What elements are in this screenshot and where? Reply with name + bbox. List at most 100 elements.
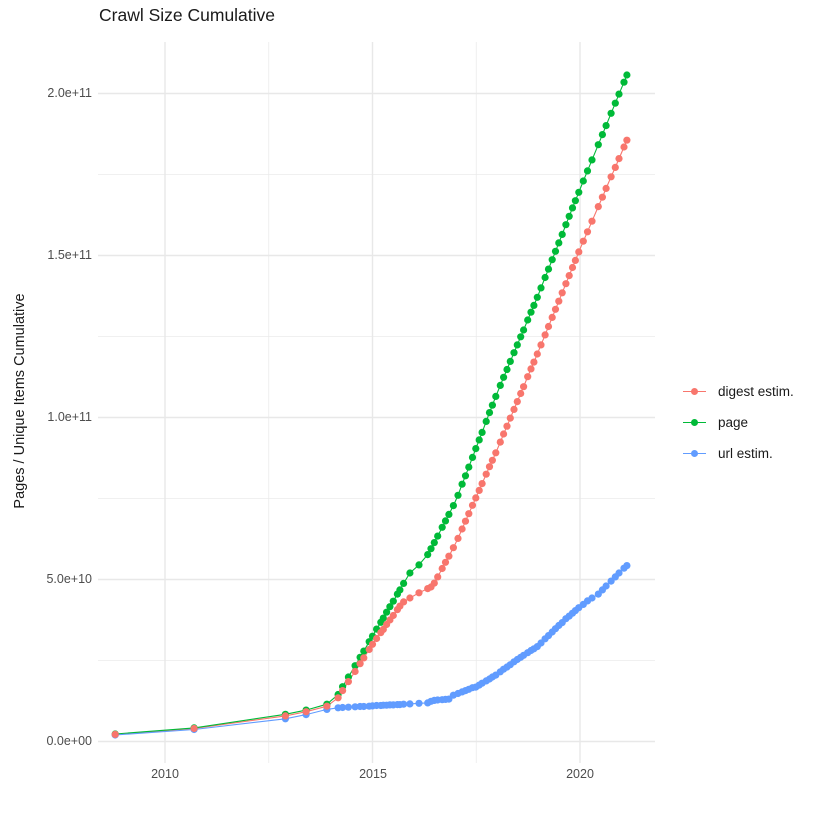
data-point — [396, 586, 404, 594]
data-point — [602, 122, 610, 130]
data-point — [527, 365, 535, 373]
data-point — [461, 472, 470, 480]
data-point — [389, 597, 397, 605]
data-point — [475, 486, 483, 494]
data-point — [458, 525, 466, 533]
data-point — [615, 90, 623, 98]
data-point — [400, 579, 408, 588]
data-point — [510, 349, 518, 357]
data-point — [434, 532, 442, 540]
data-point — [623, 136, 631, 144]
data-point — [472, 494, 480, 502]
data-point — [438, 564, 446, 573]
data-point — [598, 193, 607, 201]
y-tick-label-0: 0.0e+00 — [46, 734, 92, 748]
data-point — [506, 357, 514, 365]
legend-dot-icon — [690, 449, 699, 458]
data-point — [615, 569, 623, 577]
data-point — [468, 501, 477, 509]
legend: digest estim. page url estim. — [683, 376, 794, 469]
y-tick-label-1: 5.0e+10 — [46, 572, 92, 586]
data-point — [620, 78, 628, 86]
data-point — [517, 389, 525, 398]
data-point — [368, 640, 377, 648]
data-point — [445, 510, 453, 518]
data-point — [548, 256, 556, 264]
data-point — [478, 480, 486, 488]
data-point — [461, 517, 470, 525]
data-point — [379, 614, 387, 622]
data-point — [623, 562, 631, 570]
data-point — [517, 333, 525, 341]
data-point — [620, 143, 628, 151]
data-point — [602, 582, 610, 590]
data-point — [488, 401, 496, 409]
data-point — [598, 131, 607, 139]
data-point — [533, 293, 541, 301]
data-point — [302, 708, 310, 716]
data-point — [454, 534, 462, 543]
data-point — [568, 263, 577, 272]
data-point — [445, 552, 453, 560]
data-point — [434, 573, 442, 581]
data-point — [565, 272, 573, 280]
data-point — [334, 694, 342, 702]
data-point — [406, 594, 414, 602]
data-point — [360, 647, 368, 655]
data-point — [583, 228, 592, 236]
data-point — [565, 212, 573, 220]
data-point — [424, 551, 432, 559]
data-point — [441, 558, 450, 566]
data-point — [339, 703, 347, 712]
data-point — [438, 523, 446, 531]
data-point — [449, 502, 457, 510]
y-axis-title: Pages / Unique Items Cumulative — [12, 293, 28, 509]
y-tick-label-2: 1.0e+11 — [47, 410, 92, 424]
data-point — [465, 510, 473, 518]
data-point — [503, 422, 511, 430]
legend-key-url-estim — [683, 449, 706, 459]
data-point — [389, 611, 397, 620]
data-point — [190, 724, 198, 733]
data-point — [537, 341, 545, 349]
data-point — [415, 699, 423, 707]
data-point — [513, 398, 521, 406]
data-point — [562, 280, 570, 288]
data-point — [475, 436, 483, 444]
data-point — [386, 603, 394, 611]
data-point — [583, 167, 592, 175]
data-point — [548, 313, 556, 321]
data-point — [360, 702, 368, 711]
data-point — [415, 589, 423, 597]
data-point — [575, 188, 583, 196]
chart-title: Crawl Size Cumulative — [99, 5, 276, 25]
data-point — [485, 409, 494, 417]
y-tick-label-4: 2.0e+11 — [47, 86, 92, 100]
data-point — [406, 569, 414, 577]
data-point — [383, 608, 391, 616]
data-point — [400, 700, 408, 708]
data-point — [551, 305, 560, 313]
y-tick-label-3: 1.5e+11 — [47, 248, 92, 262]
data-point — [492, 392, 500, 400]
data-point — [571, 197, 580, 205]
data-point — [579, 177, 587, 185]
data-point — [496, 381, 504, 389]
data-point — [588, 594, 596, 602]
data-point — [344, 678, 352, 686]
legend-key-page — [683, 418, 706, 428]
data-point — [496, 438, 504, 446]
legend-item-page: page — [683, 407, 794, 438]
data-point — [449, 544, 457, 552]
data-point — [530, 358, 538, 366]
data-point — [611, 99, 619, 107]
data-point — [571, 256, 580, 264]
data-point — [611, 163, 619, 171]
data-point — [415, 561, 423, 569]
data-point — [607, 109, 615, 117]
data-point — [356, 660, 364, 668]
series-points-digest-estim- — [111, 136, 631, 739]
data-point — [344, 703, 352, 711]
data-point — [575, 248, 583, 256]
